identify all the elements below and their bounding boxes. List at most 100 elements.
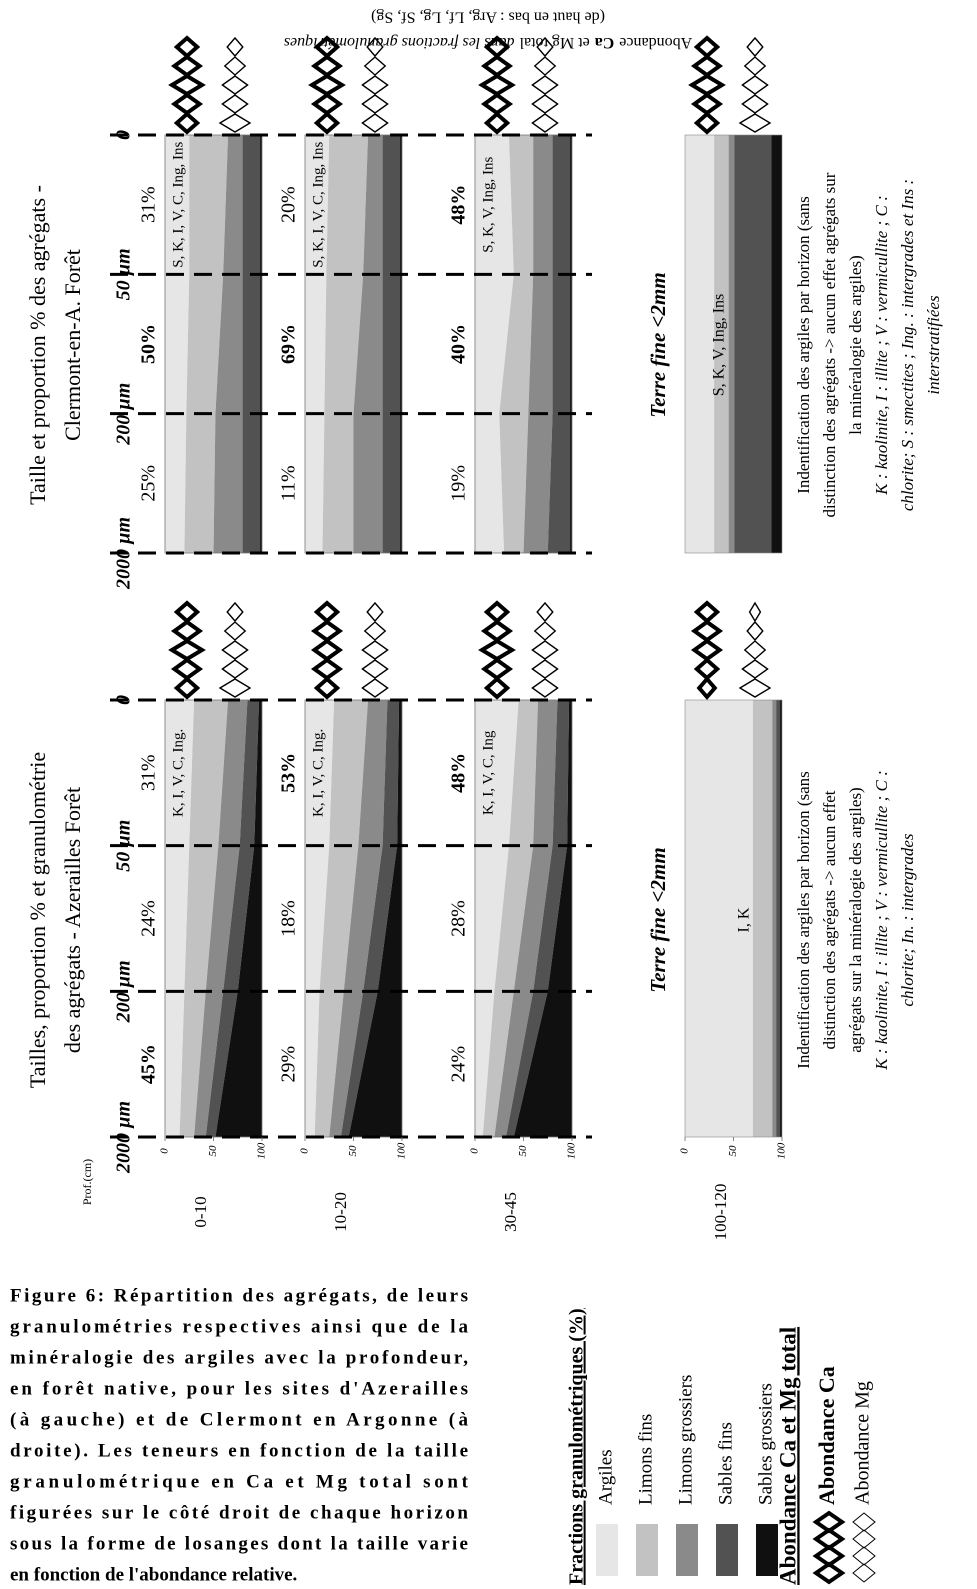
minerals-label: K, I, V, C, Ing [480, 730, 496, 815]
proportion-label: 69% [278, 324, 300, 364]
fine-earth-minerals: I, K [736, 907, 753, 932]
mg-diamond [221, 94, 249, 114]
ca-diamond [310, 657, 344, 681]
minerals-label: S, K, V, Ing, Ins [480, 156, 496, 252]
legend-abundance-title: Abondance Ca et Mg total [775, 1327, 800, 1585]
chart-title: Taille et proportion % des agrégats - [25, 185, 50, 505]
y-tick-label: 0 [299, 1148, 311, 1154]
mg-diamond [361, 640, 389, 660]
ca-diamond [313, 676, 341, 700]
header-part: Ca [595, 34, 615, 51]
panel-frame [164, 134, 263, 554]
proportion-label: 24% [448, 1046, 470, 1083]
note-line: agrégats sur la minéralogie des argiles) [846, 787, 865, 1052]
proportion-label: 20% [278, 186, 300, 223]
ca-diamond [690, 638, 724, 662]
y-tick-label: 50 [727, 1145, 739, 1157]
ca-diamond [480, 657, 514, 681]
mg-diamond [746, 620, 764, 642]
ca-diamond [313, 600, 341, 624]
ca-diamond [168, 73, 206, 97]
proportion-label: 29% [278, 1046, 300, 1083]
ca-diamond [483, 600, 511, 624]
legend-icon-ca [812, 1527, 846, 1551]
caption-line: granulométries respectives ainsi que de … [10, 1316, 468, 1337]
mg-diamond [223, 621, 247, 641]
fraction-area [400, 135, 402, 553]
mg-diamond [221, 659, 249, 679]
category-label: 200 µm [113, 383, 135, 446]
category-label: 2000 µm [113, 517, 135, 590]
caption-line: figurées sur le côté droit de chaque hor… [10, 1502, 468, 1523]
fine-earth-band [752, 700, 773, 1137]
y-tick-label: 100 [396, 1142, 408, 1159]
note-line: la minéralogie des argiles) [846, 255, 865, 435]
mg-diamond [226, 601, 244, 623]
proportion-label: 28% [448, 900, 470, 937]
y-tick-label: 50 [207, 1145, 219, 1157]
fraction-area [513, 700, 572, 1137]
legend-mg: Abondance Mg [852, 1381, 874, 1505]
minerals-label: K, I, V, C, Ing. [310, 729, 326, 817]
minerals-label: S, K, I, V, C, Ing, Ins [170, 141, 186, 267]
ca-diamond [310, 638, 344, 662]
fine-earth-band [714, 135, 729, 553]
ca-diamond [170, 657, 204, 681]
fraction-area [165, 700, 195, 1137]
caption-line: (à gauche) et de Clermont en Argonne (à [10, 1409, 468, 1430]
legend-icon-mg [852, 1563, 876, 1583]
category-label: 50 µm [113, 820, 135, 872]
depth-label: 0-10 [191, 1196, 210, 1227]
fraction-area [213, 135, 243, 553]
category-label: 0 [113, 130, 135, 140]
legend-icon-ca [812, 1510, 846, 1534]
category-label: 0 [113, 695, 135, 705]
mg-diamond [363, 56, 387, 76]
fraction-area [260, 135, 262, 553]
fraction-area [475, 135, 514, 553]
legend-ca: Abondance Ca [814, 1366, 839, 1505]
proportion-label: 18% [278, 900, 300, 937]
fraction-area [382, 135, 401, 553]
mg-diamond [748, 601, 762, 623]
ca-diamond [483, 111, 511, 135]
proportion-label: 48% [448, 753, 470, 793]
header-part: Abondance [619, 34, 692, 51]
note-line: distinction des agrégats -> aucun effet [820, 790, 839, 1049]
panel-frame [684, 134, 783, 554]
y-tick-label: 100 [566, 1142, 578, 1159]
proportion-label: 50% [138, 324, 160, 364]
mg-diamond [741, 659, 769, 679]
fraction-area [570, 135, 572, 553]
ca-diamond [480, 619, 514, 643]
panel-frame [304, 134, 403, 554]
ca-diamond [173, 600, 201, 624]
fraction-area [482, 700, 539, 1137]
proportion-label: 19% [448, 465, 470, 502]
depth-label: 10-20 [331, 1192, 350, 1232]
mg-diamond [223, 56, 247, 76]
ca-diamond [483, 676, 511, 700]
fraction-area [205, 700, 260, 1137]
proportion-label: 31% [138, 754, 160, 791]
category-label: 50 µm [113, 248, 135, 300]
fraction-area [179, 700, 229, 1137]
mg-diamond [361, 678, 389, 698]
y-tick-label: 50 [517, 1145, 529, 1157]
proportion-label: 31% [138, 186, 160, 223]
mg-diamond [533, 56, 557, 76]
mg-diamond [531, 94, 559, 114]
mg-diamond [741, 75, 769, 95]
mg-diamond [743, 56, 767, 76]
ca-diamond [693, 35, 721, 59]
mg-diamond [366, 601, 384, 623]
mg-diamond [221, 75, 249, 95]
category-label: 200 µm [113, 960, 135, 1023]
ca-diamond [690, 92, 724, 116]
fraction-area [242, 135, 261, 553]
mg-diamond [531, 640, 559, 660]
ca-diamond [688, 73, 726, 97]
legend-swatch [756, 1524, 778, 1576]
abbreviation-line: chlorite; S : smectites ; Ing. : intergr… [898, 179, 917, 511]
